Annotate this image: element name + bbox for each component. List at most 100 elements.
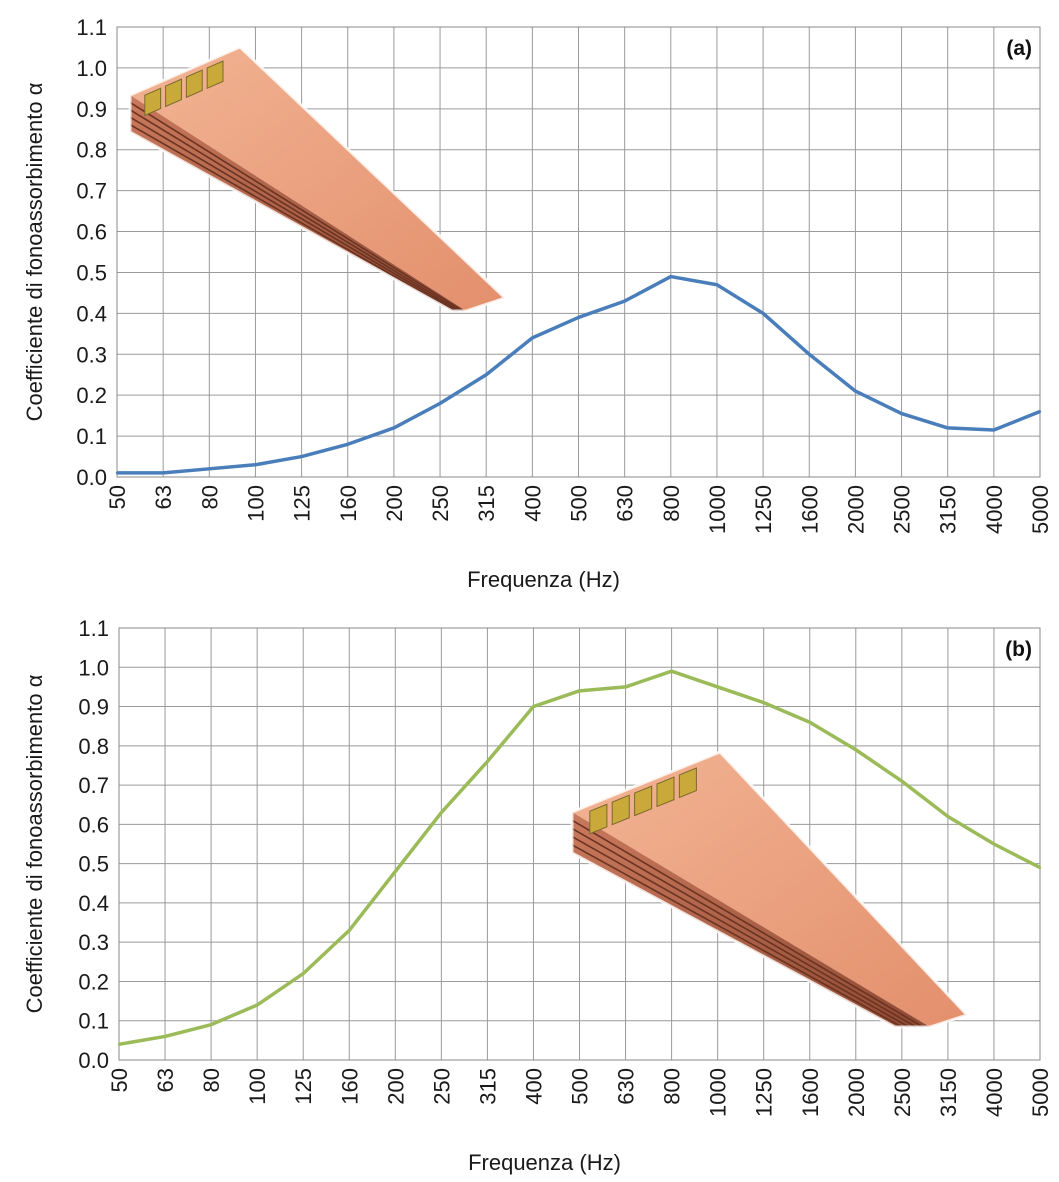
data-point xyxy=(1038,410,1042,413)
x-tick-label: 63 xyxy=(151,485,176,509)
x-tick-label: 400 xyxy=(521,1068,546,1105)
brick-cavity-fill xyxy=(144,87,162,117)
x-tick-label: 250 xyxy=(429,1068,454,1105)
brick-top-face xyxy=(130,47,505,311)
plot-frame xyxy=(118,627,1041,1061)
brick-groove xyxy=(129,109,461,312)
y-tick-label: 0.9 xyxy=(78,695,109,720)
chart-a: 0.0 0.1 0.2 0.3 0.4 0.5 0.6 0.7 0.8 0.9 1.0 1.1 50 63… xyxy=(22,15,1053,592)
x-tick-label: 2000 xyxy=(844,1068,869,1117)
x-tick-label: 315 xyxy=(474,485,499,522)
x-tick-label: 1250 xyxy=(752,1068,777,1117)
brick-cavity-fill xyxy=(656,776,675,808)
y-tick-label: 0.4 xyxy=(76,301,107,326)
panel-label: (a) xyxy=(1006,37,1032,60)
brick-groove xyxy=(129,116,459,312)
data-point xyxy=(348,929,351,932)
x-tick-label: 630 xyxy=(614,1068,639,1105)
data-point xyxy=(254,463,257,466)
data-point xyxy=(394,870,397,873)
x-tick-label: 500 xyxy=(568,1068,593,1105)
data-point xyxy=(115,471,119,475)
x-tick-label: 200 xyxy=(382,485,407,522)
x-tick-label: 160 xyxy=(336,485,361,522)
plot-frame xyxy=(116,26,1041,478)
data-point xyxy=(346,443,349,446)
brick-groove xyxy=(571,827,917,1028)
brick-cavity-fill xyxy=(678,767,697,799)
x-tick-label: 500 xyxy=(567,485,592,522)
y-tick-label: 0.3 xyxy=(78,930,109,955)
y-tick-label: 0.5 xyxy=(76,260,107,285)
data-point xyxy=(440,811,443,814)
y-tick-label: 0.2 xyxy=(76,383,107,408)
y-tick-label: 0.4 xyxy=(78,891,109,916)
x-tick-label: 4000 xyxy=(982,485,1007,534)
data-point xyxy=(900,412,903,415)
data-point xyxy=(300,455,303,458)
data-point xyxy=(623,299,626,303)
x-tick-label: 50 xyxy=(107,1068,132,1092)
data-point xyxy=(716,685,719,689)
brick-inset-image xyxy=(128,45,508,313)
x-tick-label: 63 xyxy=(153,1068,178,1092)
y-tick-label: 0.0 xyxy=(76,465,107,490)
x-tick-label: 1000 xyxy=(705,485,730,534)
y-axis-label: Coefficiente di fonoassorbimento α xyxy=(22,674,47,1013)
x-tick-label: 800 xyxy=(659,485,684,522)
x-tick-label: 125 xyxy=(290,485,315,522)
brick-groove xyxy=(571,819,924,1028)
data-point xyxy=(209,1023,213,1026)
data-point xyxy=(624,685,627,689)
x-tick-label: 3150 xyxy=(936,1068,961,1117)
data-point xyxy=(438,402,442,405)
x-tick-label: 1000 xyxy=(706,1068,731,1117)
y-axis-label: Coefficiente di fonoassorbimento α xyxy=(22,82,47,421)
panel-label: (b) xyxy=(1005,638,1032,661)
y-tick-label: 1.1 xyxy=(78,616,109,641)
brick-side-face xyxy=(130,95,466,311)
brick-groove xyxy=(571,835,910,1028)
data-point xyxy=(761,312,765,315)
x-tick-label: 100 xyxy=(245,1068,270,1105)
x-axis-label: Frequenza (Hz) xyxy=(467,567,620,592)
y-tick-label: 0.8 xyxy=(76,138,107,163)
x-tick-label: 80 xyxy=(199,1068,224,1092)
x-axis-label: Frequenza (Hz) xyxy=(468,1150,621,1175)
y-tick-label: 0.5 xyxy=(78,852,109,877)
x-tick-label: 50 xyxy=(105,485,130,509)
x-tick-label: 2500 xyxy=(890,485,915,534)
data-point xyxy=(808,353,811,356)
brick-groove xyxy=(571,844,903,1028)
brick-cavity-fill xyxy=(165,78,182,108)
x-tick-label: 200 xyxy=(383,1068,408,1105)
y-tick-label: 1.0 xyxy=(78,655,109,680)
x-tick-label: 1600 xyxy=(798,1068,823,1117)
brick-cavity-fill xyxy=(611,794,630,826)
x-tick-label: 250 xyxy=(428,485,453,522)
x-tick-label: 800 xyxy=(660,1068,685,1105)
y-tick-label: 0.1 xyxy=(78,1009,109,1034)
x-tick-label: 1600 xyxy=(797,485,822,534)
brick-cavity-fill xyxy=(589,803,608,835)
x-tick-label: 125 xyxy=(291,1068,316,1105)
y-tick-label: 0.7 xyxy=(76,179,107,204)
data-point xyxy=(117,1043,121,1046)
brick-cavity-fill xyxy=(185,69,203,99)
y-tick-label: 0.7 xyxy=(78,773,109,798)
brick-outline xyxy=(570,750,970,1029)
brick-cavity-fill xyxy=(206,60,224,90)
data-point xyxy=(161,471,165,475)
x-tick-label: 2500 xyxy=(890,1068,915,1117)
grid xyxy=(118,627,1041,1061)
x-tick-label: 100 xyxy=(243,485,268,522)
chart-b: 0.0 0.1 0.2 0.3 0.4 0.5 0.6 0.7 0.8 0.9 1.0 1.1 50 63… xyxy=(22,616,1053,1175)
x-tick-label: 4000 xyxy=(982,1068,1007,1117)
x-tick-label: 630 xyxy=(613,485,638,522)
data-point xyxy=(715,283,719,286)
x-tick-label: 5000 xyxy=(1028,485,1053,534)
y-tick-label: 0.2 xyxy=(78,969,109,994)
data-point xyxy=(255,1003,259,1007)
x-tick-label: 3150 xyxy=(936,485,961,534)
data-point xyxy=(992,842,996,846)
